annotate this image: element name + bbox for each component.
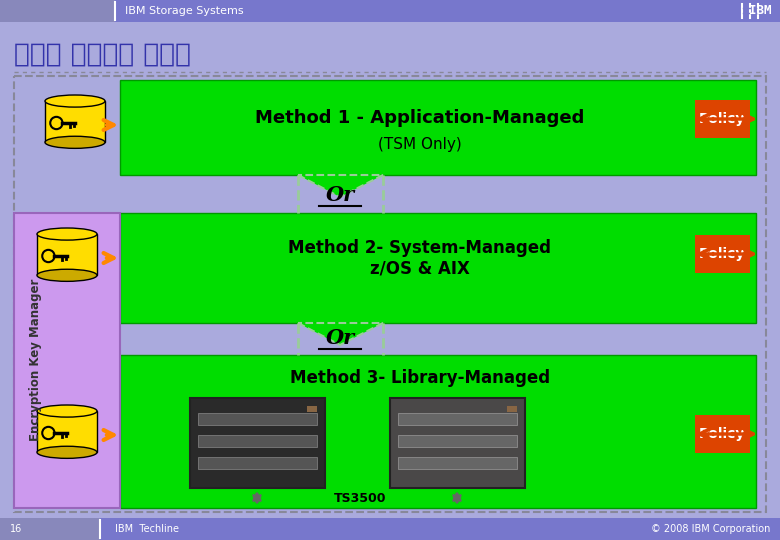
Bar [14,213,120,508]
Text: Encryption Key Manager: Encryption Key Manager [30,279,42,441]
Bar [120,80,756,175]
Bar [507,406,517,412]
Ellipse shape [37,405,97,417]
Text: Policy: Policy [699,112,745,126]
Bar [0,518,780,540]
Text: IBM Storage Systems: IBM Storage Systems [125,6,243,16]
Bar [198,435,317,447]
Bar [398,413,517,425]
Bar [307,406,317,412]
Bar [0,0,115,22]
Text: Policy: Policy [699,247,745,261]
Bar [14,76,766,512]
Text: IBM: IBM [749,4,771,17]
Text: 테이프 드라이브 암호화: 테이프 드라이브 암호화 [14,42,191,68]
Text: Or: Or [325,328,355,348]
Text: Policy: Policy [699,427,745,441]
Bar [0,0,780,22]
Bar [37,411,97,453]
Text: TS3500: TS3500 [334,491,386,504]
Text: Or: Or [325,185,355,205]
Bar [390,398,525,488]
Ellipse shape [37,269,97,281]
Bar [0,518,100,540]
Text: © 2008 IBM Corporation: © 2008 IBM Corporation [651,524,770,534]
Bar [120,213,756,323]
Bar [198,457,317,469]
Text: Method 1 - Application-Managed: Method 1 - Application-Managed [255,109,585,127]
Bar [695,415,750,453]
Text: 16: 16 [10,524,23,534]
Text: IBM  Techline: IBM Techline [115,524,179,534]
Text: Method 2- System-Managed
z/OS & AIX: Method 2- System-Managed z/OS & AIX [289,239,551,278]
Bar [695,100,750,138]
Bar [190,398,325,488]
Ellipse shape [45,95,105,107]
Ellipse shape [37,446,97,458]
Bar [695,235,750,273]
Bar [120,355,756,508]
Text: Method 3- Library-Managed: Method 3- Library-Managed [290,369,550,387]
Ellipse shape [45,136,105,149]
Polygon shape [298,175,383,197]
Bar [398,457,517,469]
Bar [37,234,97,275]
Bar [45,101,105,143]
Bar [198,413,317,425]
Bar [398,435,517,447]
Ellipse shape [37,228,97,240]
Polygon shape [298,323,383,345]
Text: (TSM Only): (TSM Only) [378,138,462,152]
